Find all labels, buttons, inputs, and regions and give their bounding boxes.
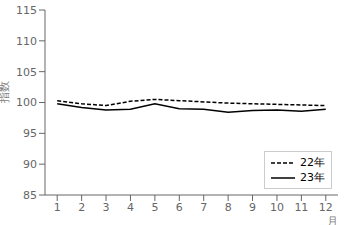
svg-text:85: 85 xyxy=(23,189,37,202)
svg-text:1: 1 xyxy=(54,201,61,214)
svg-text:月: 月 xyxy=(327,215,338,225)
svg-text:指数: 指数 xyxy=(8,81,11,104)
svg-text:5: 5 xyxy=(151,201,158,214)
svg-text:9: 9 xyxy=(249,201,256,214)
svg-text:6: 6 xyxy=(176,201,183,214)
svg-text:7: 7 xyxy=(200,201,207,214)
svg-text:12: 12 xyxy=(319,201,333,214)
svg-text:95: 95 xyxy=(23,127,37,140)
svg-text:115: 115 xyxy=(16,4,37,17)
svg-text:105: 105 xyxy=(16,66,37,79)
svg-text:2: 2 xyxy=(78,201,85,214)
svg-text:10: 10 xyxy=(270,201,284,214)
svg-text:3: 3 xyxy=(103,201,110,214)
svg-text:100: 100 xyxy=(16,96,37,109)
html-text:22年: 22年 xyxy=(300,156,325,169)
svg-text:110: 110 xyxy=(16,35,37,48)
svg-text:90: 90 xyxy=(23,158,37,171)
html-text:23年: 23年 xyxy=(300,171,325,184)
svg-text:4: 4 xyxy=(127,201,134,214)
svg-text:8: 8 xyxy=(225,201,232,214)
svg-text:11: 11 xyxy=(294,201,308,214)
